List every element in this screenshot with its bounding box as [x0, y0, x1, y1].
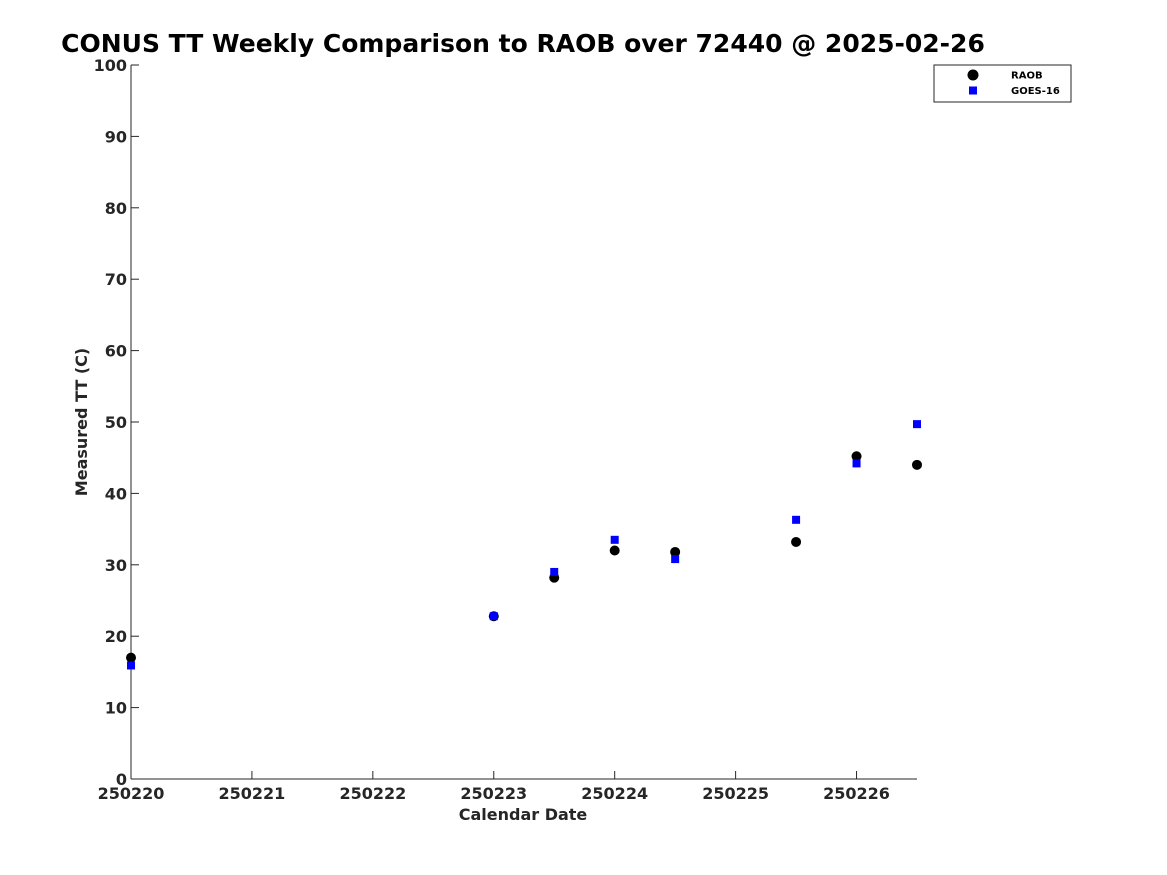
data-point-goes16 — [127, 661, 135, 670]
y-tick-label: 0 — [116, 770, 127, 789]
y-tick-label: 30 — [105, 556, 127, 575]
x-tick-label: 250223 — [460, 784, 527, 803]
y-tick-label: 60 — [105, 342, 127, 361]
y-tick-label: 80 — [105, 199, 127, 218]
data-points — [126, 420, 922, 670]
y-tick-label: 20 — [105, 627, 127, 646]
data-point-raob — [609, 545, 620, 556]
x-tick-label: 250222 — [339, 784, 406, 803]
data-point-goes16 — [913, 420, 921, 429]
y-tick-label: 40 — [105, 484, 127, 503]
legend-label-goes16: GOES-16 — [1011, 86, 1060, 97]
data-point-goes16 — [852, 459, 861, 468]
y-tick-label: 50 — [105, 413, 127, 432]
y-tick-label: 10 — [105, 699, 127, 718]
legend-marker-raob — [967, 69, 979, 81]
x-tick-label: 250221 — [219, 784, 286, 803]
axes — [130, 65, 917, 780]
legend: RAOB GOES-16 — [933, 64, 1072, 103]
data-point-goes16 — [671, 555, 680, 564]
y-axis-label: Measured TT (C) — [72, 348, 91, 496]
legend-box — [933, 64, 1072, 103]
data-point-goes16 — [610, 535, 619, 544]
data-point-raob — [126, 652, 136, 663]
data-point-goes16 — [792, 515, 801, 524]
x-tick-label: 250220 — [98, 784, 165, 803]
x-ticks: 250220 250221 250222 250223 250224 250225 2502… — [98, 771, 890, 803]
legend-label-raob: RAOB — [1011, 71, 1043, 82]
x-tick-label: 250225 — [702, 784, 769, 803]
data-point-goes16 — [550, 567, 559, 576]
data-point-raob — [670, 546, 681, 557]
data-point-raob — [791, 536, 802, 547]
data-point-raob — [851, 451, 862, 462]
y-ticks: 0 10 20 30 40 50 60 70 80 90 100 — [94, 56, 139, 789]
x-axis-label: Calendar Date — [459, 805, 588, 824]
chart-title: CONUS TT Weekly Comparison to RAOB over … — [61, 29, 985, 58]
y-tick-label: 90 — [105, 127, 127, 146]
legend-marker-goes16 — [969, 86, 977, 95]
x-tick-label: 250224 — [581, 784, 648, 803]
data-point-raob — [912, 459, 922, 470]
y-tick-label: 70 — [105, 270, 127, 289]
data-point-goes16 — [489, 612, 498, 621]
y-tick-label: 100 — [94, 56, 127, 75]
x-tick-label: 250226 — [823, 784, 890, 803]
